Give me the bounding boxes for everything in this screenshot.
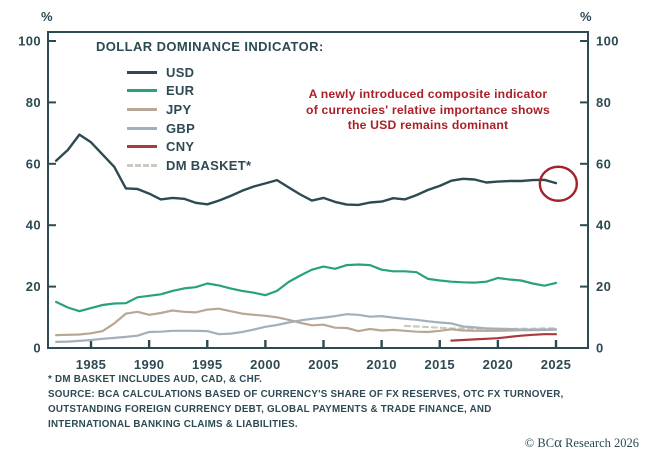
x-tick-label-2005: 2005	[308, 357, 339, 372]
y-tick-label-left-60: 60	[26, 156, 41, 171]
series-line-usd	[54, 133, 558, 207]
chart-title: DOLLAR DOMINANCE INDICATOR:	[96, 39, 324, 54]
legend-label: JPY	[166, 101, 192, 117]
y-tick-label-left-100: 100	[18, 34, 41, 49]
x-tick-label-2010: 2010	[366, 357, 397, 372]
legend-item-dm-basket: DM BASKET*	[127, 156, 324, 175]
usd-highlight-circle	[538, 165, 579, 202]
x-tick-label-2020: 2020	[483, 357, 514, 372]
legend-item-usd: USD	[127, 63, 324, 82]
legend-swatch-eur	[127, 89, 157, 93]
legend-swatch-dm-basket	[127, 163, 157, 167]
bca-alpha-logo-glyph: α	[554, 435, 562, 451]
series-line-gbp	[54, 313, 558, 343]
x-axis: 1985 1990 1995 2000 2005 2010 2015 2020 2025	[76, 340, 572, 372]
series-line-cny	[450, 333, 558, 342]
plot-frame	[47, 31, 589, 349]
footnotes: * DM BASKET INCLUDES AUD, CAD, & CHF. SO…	[48, 372, 564, 432]
x-tick-label-2025: 2025	[541, 357, 572, 372]
legend-item-eur: EUR	[127, 82, 324, 101]
legend: DOLLAR DOMINANCE INDICATOR: USD EUR JPY GBP…	[96, 39, 324, 175]
legend-item-jpy: JPY	[127, 100, 324, 119]
y-tick-label-right-40: 40	[596, 218, 611, 233]
footnote-line: INTERNATIONAL BANKING CLAIMS & LIABILITI…	[48, 419, 298, 430]
y-tick-label-right-60: 60	[596, 156, 611, 171]
x-tick-label-2015: 2015	[424, 357, 455, 372]
footnote-line: OUTSTANDING FOREIGN CURRENCY DEBT, GLOBA…	[48, 404, 492, 415]
y-tick-label-right-0: 0	[596, 341, 604, 356]
series-line-eur	[54, 263, 558, 313]
copyright: © BCα Research 2026	[525, 436, 639, 451]
series-line-jpy	[54, 307, 558, 337]
legend-label: EUR	[166, 83, 195, 99]
legend-label: GBP	[166, 120, 196, 136]
annotation-line: A newly introduced composite indicator	[308, 87, 548, 101]
annotation-line: of currencies' relative importance shows	[306, 102, 550, 117]
legend-swatch-usd	[127, 70, 157, 74]
legend-item-gbp: GBP	[127, 119, 324, 138]
y-axes: 0 0 20 20 40 40 60 60 80 80 100 100	[18, 34, 619, 356]
y-tick-label-right-100: 100	[596, 34, 619, 49]
footnote-line: SOURCE: BCA CALCULATIONS BASED OF CURREN…	[48, 389, 564, 400]
x-tick-label-1985: 1985	[76, 357, 107, 372]
annotation: A newly introduced composite indicator o…	[294, 87, 562, 134]
y-tick-label-left-0: 0	[33, 341, 41, 356]
legend-label: DM BASKET*	[166, 157, 252, 173]
legend-swatch-gbp	[127, 126, 157, 130]
copyright-suffix: Research 2026	[561, 436, 639, 450]
y-tick-label-left-80: 80	[26, 95, 41, 110]
legend-items: USD EUR JPY GBP CNY DM BASKET*	[127, 63, 324, 175]
x-tick-label-2000: 2000	[250, 357, 281, 372]
footnote-line: * DM BASKET INCLUDES AUD, CAD, & CHF.	[48, 374, 263, 385]
legend-swatch-cny	[127, 145, 157, 149]
y-tick-label-left-40: 40	[26, 218, 41, 233]
copyright-prefix: © BC	[524, 436, 555, 450]
x-tick-label-1990: 1990	[134, 357, 165, 372]
legend-label: CNY	[166, 139, 195, 155]
legend-item-cny: CNY	[127, 137, 324, 156]
legend-label: USD	[166, 64, 195, 80]
right-axis-unit-label: %	[580, 9, 592, 24]
annotation-line: the USD remains dominant	[347, 118, 509, 133]
y-tick-label-right-20: 20	[596, 279, 611, 294]
legend-swatch-jpy	[127, 107, 157, 111]
x-tick-label-1995: 1995	[192, 357, 223, 372]
left-axis-unit-label: %	[41, 9, 53, 24]
y-tick-label-right-80: 80	[596, 95, 611, 110]
y-tick-label-left-20: 20	[26, 279, 41, 294]
